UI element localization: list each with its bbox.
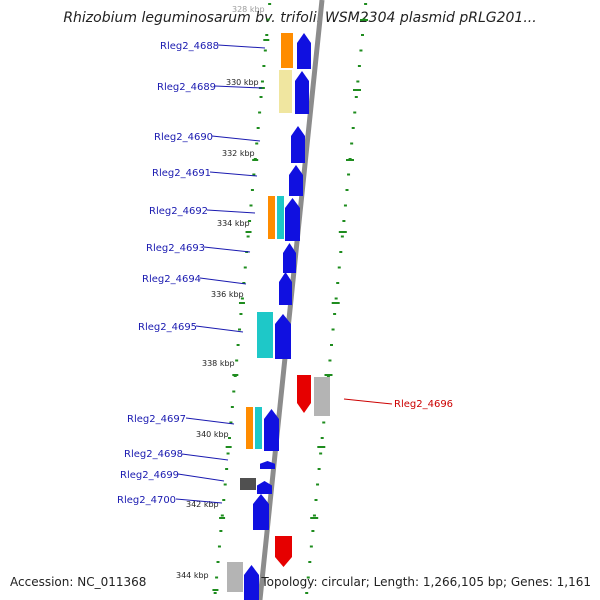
map-title: Rhizobium leguminosarum bv. trifolii WSM… (63, 10, 537, 26)
kbp-tick-label: 332 kbp (222, 149, 255, 158)
gene-label-connector (214, 85, 263, 89)
gene-rleg2_4698: Rleg2_4698 (124, 449, 275, 469)
gene-rleg2_4697: Rleg2_4697 (127, 407, 279, 451)
gene-label: Rleg2_4697 (127, 414, 186, 425)
gene-label-connector (209, 171, 258, 177)
gene-arrow (295, 71, 309, 114)
gene-rleg2_4690: Rleg2_4690 (154, 126, 305, 163)
gene-rleg2_4700: Rleg2_4700 (117, 494, 269, 530)
gene-label-connector (177, 473, 225, 482)
feature-box-orange (281, 33, 293, 68)
gene-label-connector (203, 246, 251, 253)
gene-arrow (260, 461, 275, 469)
feature-box-yellow (279, 70, 292, 113)
topology-summary: Topology: circular; Length: 1,266,105 bp… (261, 575, 591, 589)
gene-label-connector (175, 498, 223, 504)
gene-rleg2_4699: Rleg2_4699 (120, 470, 272, 494)
gene-label: Rleg2_4689 (157, 82, 216, 93)
gene-rleg2_4692: Rleg2_4692 (149, 196, 300, 241)
gene-label: Rleg2_4688 (160, 41, 219, 52)
gene-label: Rleg2_4690 (154, 132, 213, 143)
blue-gene-arrow-unlabeled (244, 565, 259, 600)
gene-label: Rleg2_4699 (120, 470, 179, 481)
feature-box-cyan (277, 196, 284, 239)
gene-label-connector (181, 453, 229, 461)
kbp-tick-label: 340 kbp (196, 430, 229, 439)
gene-label: Rleg2_4691 (152, 168, 211, 179)
kbp-tick-label: 328 kbp (232, 5, 265, 14)
kbp-tick-label: 338 kbp (202, 359, 235, 368)
gene-rleg2_4693: Rleg2_4693 (146, 243, 296, 273)
gene-arrow (279, 272, 292, 305)
kbp-tick-label: 342 kbp (186, 500, 219, 509)
kbp-tick-label: 330 kbp (226, 78, 259, 87)
gene-arrow (285, 198, 300, 241)
gene-rleg2_4688: Rleg2_4688 (160, 33, 311, 69)
kbp-tick-label: 344 kbp (176, 571, 209, 580)
gene-arrow (253, 494, 269, 530)
gene-label-connector (185, 417, 235, 425)
feature-box-cyan (255, 407, 262, 449)
feature-box-gray (314, 377, 330, 416)
gene-label: Rleg2_4700 (117, 495, 176, 506)
gene-arrow (257, 481, 272, 494)
gene-label: Rleg2_4692 (149, 206, 208, 217)
kbp-tick-label: 334 kbp (217, 219, 250, 228)
gene-label-connector (206, 209, 256, 214)
gene-arrow (291, 126, 305, 163)
feature-box-dark (240, 478, 256, 490)
gene-label-connector (211, 135, 261, 142)
gene-arrow (275, 314, 291, 359)
gene-rleg2_4695: Rleg2_4695 (138, 312, 291, 359)
gene-rleg2_4694: Rleg2_4694 (142, 272, 292, 305)
gene-arrow (283, 243, 296, 273)
gene-arrow (297, 375, 311, 413)
gene-arrow (264, 409, 279, 451)
gene-label-connector (199, 277, 247, 285)
gene-arrow (289, 165, 303, 196)
gene-arrow (297, 33, 311, 69)
feature-box-orange (268, 196, 275, 239)
gene-label: Rleg2_4695 (138, 322, 197, 333)
red-gene-arrow-unlabeled (275, 536, 292, 567)
scale-dots (212, 3, 368, 594)
gene-rleg2_4689: Rleg2_4689 (157, 70, 309, 114)
gene-label: Rleg2_4696 (394, 399, 453, 410)
gene-label: Rleg2_4693 (146, 243, 205, 254)
gene-label-connector (217, 44, 266, 49)
gene-label: Rleg2_4694 (142, 274, 201, 285)
kbp-tick-label: 336 kbp (211, 290, 244, 299)
gene-rleg2_4696: Rleg2_4696 (297, 375, 453, 416)
genes: Rleg2_4688 Rleg2_4689 Rleg2_4690 Rleg2_4691… (117, 33, 453, 530)
accession-text: Accession: NC_011368 (10, 575, 147, 589)
gray-feature-box (227, 562, 243, 592)
gene-label-connector (343, 398, 393, 405)
feature-box-orange (246, 407, 253, 449)
feature-box-cyan (257, 312, 273, 358)
gene-label-connector (195, 325, 244, 333)
gene-label: Rleg2_4698 (124, 449, 183, 460)
gene-rleg2_4691: Rleg2_4691 (152, 165, 303, 196)
